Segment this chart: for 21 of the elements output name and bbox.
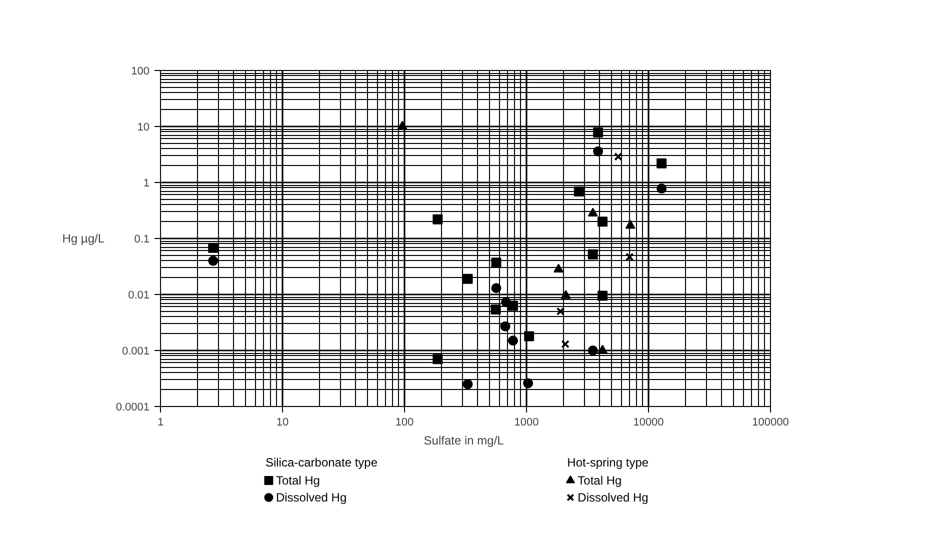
y-tick-label: 1	[143, 178, 150, 190]
y-tick-label: 0.0001	[116, 402, 150, 414]
legend-label: Dissolved Hg	[578, 490, 648, 504]
text: Hot-spring type	[567, 456, 649, 470]
legend-label: Dissolved Hg	[276, 490, 347, 504]
y-tick-label: 10	[137, 122, 150, 134]
text: Silica-carbonate type	[265, 456, 378, 470]
legend-label: Total Hg	[578, 474, 622, 488]
x-tick-label: 10	[276, 416, 289, 428]
y-tick-label: 100	[131, 66, 150, 78]
x-axis-title: Sulfate in mg/L	[424, 434, 504, 448]
y-axis-title: Hg µg/L	[62, 232, 105, 246]
y-tick-label: 0.001	[122, 346, 150, 358]
x-tick-label: 1	[157, 416, 164, 428]
x-tick-label: 1000	[514, 416, 539, 428]
x-tick-label: 10000	[633, 416, 664, 428]
x-tick-label: 100	[395, 416, 414, 428]
x-tick-label: 100000	[752, 416, 789, 428]
y-tick-label: 0.01	[128, 290, 150, 302]
y-tick-label: 0.1	[134, 234, 150, 246]
legend-label: Total Hg	[276, 474, 320, 488]
